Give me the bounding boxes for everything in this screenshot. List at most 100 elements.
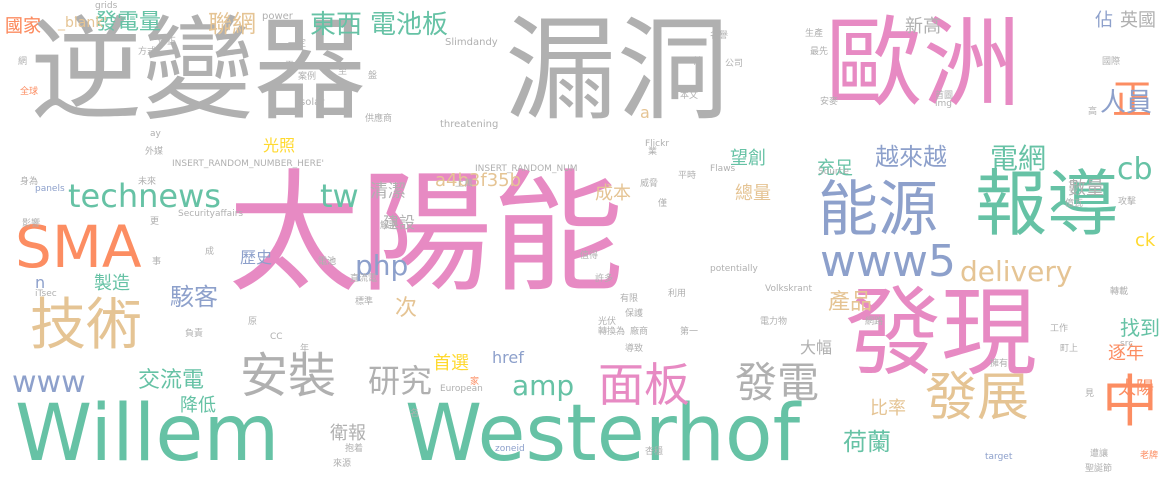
cloud-word: 清潔 [370, 181, 406, 202]
cloud-word: 未來 [138, 177, 157, 187]
cloud-word: 至 [338, 67, 348, 77]
cloud-word: a4b3f35b [435, 170, 522, 191]
cloud-word: 總量 [735, 183, 771, 204]
cloud-word: 導致 [625, 344, 644, 354]
cloud-word: potentially [710, 264, 758, 274]
cloud-word: 名譽 [710, 31, 729, 41]
cloud-word: 高 [1088, 107, 1098, 117]
cloud-word: 名 [410, 409, 420, 419]
cloud-word: Source [818, 167, 849, 177]
cloud-word: 國際 [1102, 57, 1121, 67]
cloud-word: 歐洲 [825, 7, 1022, 121]
cloud-word: 歷史 [240, 248, 273, 267]
cloud-word: 首圖 [935, 91, 954, 101]
cloud-word: European [440, 384, 483, 394]
cloud-word: Flaws [710, 164, 736, 174]
cloud-word: a [640, 103, 650, 122]
cloud-word: 年 [300, 344, 310, 354]
cloud-word: 方式 [138, 47, 157, 57]
cloud-word: 安麥 [820, 97, 839, 107]
cloud-word: 越來越 [875, 143, 947, 171]
cloud-word: cb [1117, 152, 1153, 187]
cloud-word: delivery [960, 255, 1073, 288]
cloud-word: 老牌 [1140, 451, 1159, 461]
cloud-word: Securityaffairs [178, 209, 244, 219]
cloud-word: 億瓦 [1065, 199, 1084, 209]
cloud-word: 安裝 [240, 348, 337, 404]
cloud-word: Flickr [645, 139, 670, 149]
cloud-word: 大幅 [800, 338, 833, 357]
cloud-word: _blank' [58, 15, 108, 31]
cloud-word: 漏洞 [505, 6, 729, 136]
cloud-word: 保護 [625, 309, 644, 319]
cloud-word: 找到 [1120, 316, 1160, 340]
cloud-word: www [12, 365, 86, 400]
cloud-word: 前 [693, 57, 703, 67]
cloud-word: 工作 [1050, 324, 1069, 334]
cloud-word: 成本 [595, 183, 631, 204]
cloud-word: 直流電 [350, 274, 378, 284]
cloud-word: 有限 [620, 294, 639, 304]
cloud-word: Slimdandy [445, 37, 498, 48]
cloud-word: 新高 [905, 16, 941, 37]
cloud-word: 電池 [318, 257, 337, 267]
cloud-word: 上萬 [455, 179, 474, 189]
cloud-word: 電池 [318, 257, 337, 267]
cloud-word: 轉換為 [598, 327, 626, 337]
cloud-word: 技術 [30, 293, 142, 358]
cloud-word: 交流電 [138, 368, 205, 393]
cloud-word: 外媒 [145, 147, 164, 157]
cloud-word: 盤 [368, 71, 378, 81]
cloud-word: 發展 [925, 368, 1030, 428]
cloud-word: 電網 [990, 142, 1047, 175]
cloud-word: 衛報 [330, 423, 366, 444]
cloud-word: 光伏 [598, 317, 617, 327]
cloud-word: solar [300, 97, 325, 108]
cloud-word: iTsec [35, 289, 57, 299]
cloud-word: 利用 [668, 289, 687, 299]
cloud-word: 修正 [158, 37, 177, 47]
cloud-word: 見 [1085, 389, 1095, 399]
cloud-word: 負責 [185, 329, 204, 339]
cloud-word: 降低 [180, 395, 216, 416]
cloud-word: 首選 [433, 353, 469, 374]
cloud-word: grids [95, 1, 118, 11]
cloud-word: ay [150, 129, 161, 139]
cloud-word: 干 [285, 61, 295, 71]
cloud-word: 電池板 [370, 10, 449, 40]
cloud-word: 僅 [658, 199, 668, 209]
cloud-word: 面板 [598, 358, 690, 412]
cloud-word: 發電量 [95, 10, 162, 35]
cloud-word: 光照 [263, 136, 296, 155]
cloud-word: 本文 [680, 91, 699, 101]
cloud-word: 值得 [580, 251, 599, 261]
cloud-word: 原 [248, 317, 258, 327]
cloud-word: 轉載 [1110, 287, 1129, 297]
cloud-word: 正 [1112, 77, 1152, 123]
cloud-word: 聯網 [208, 10, 256, 38]
cloud-word: 事 [152, 257, 162, 267]
cloud-word: target [985, 452, 1013, 462]
cloud-word: 佔 [1095, 10, 1113, 31]
cloud-word: 網 [18, 57, 28, 67]
cloud-word: 最先 [810, 47, 829, 57]
cloud-word: threatening [440, 119, 499, 130]
cloud-word: 一定 [288, 39, 307, 49]
cloud-word: n [35, 273, 46, 292]
cloud-word: 遭讓 [1090, 449, 1109, 459]
cloud-word: href [492, 348, 524, 367]
cloud-word: INSERT_RANDOM_NUMBER_HERE' [172, 159, 325, 169]
cloud-word: 第一 [680, 327, 699, 337]
cloud-word: 公司 [725, 59, 744, 69]
cloud-word: 案例 [298, 72, 317, 82]
cloud-word: www5 [820, 236, 956, 287]
cloud-word: Willem [15, 389, 280, 479]
cloud-word: panels [35, 184, 65, 194]
cloud-word: tw [320, 177, 359, 215]
cloud-word: 聖誕節 [1085, 464, 1113, 474]
cloud-word: php [355, 249, 409, 282]
cloud-word: CC [270, 332, 283, 342]
cloud-word: 身為 [20, 177, 39, 187]
cloud-word: 發現 [845, 277, 1037, 389]
